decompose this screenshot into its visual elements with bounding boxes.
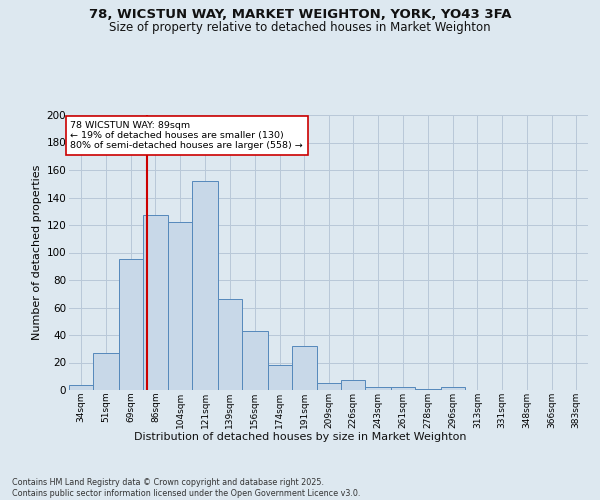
Bar (317, 383, 341, 390)
Bar (69, 384, 93, 390)
Bar (218, 299, 242, 390)
Text: Contains HM Land Registry data © Crown copyright and database right 2025.
Contai: Contains HM Land Registry data © Crown c… (12, 478, 361, 498)
Bar (168, 222, 193, 390)
Bar (93, 353, 119, 390)
Bar (391, 387, 415, 390)
Bar (292, 346, 317, 390)
Bar (440, 387, 464, 390)
Bar (193, 181, 218, 390)
Text: Distribution of detached houses by size in Market Weighton: Distribution of detached houses by size … (134, 432, 466, 442)
Text: Size of property relative to detached houses in Market Weighton: Size of property relative to detached ho… (109, 21, 491, 34)
Bar (365, 387, 391, 390)
Text: 78 WICSTUN WAY: 89sqm
← 19% of detached houses are smaller (130)
80% of semi-det: 78 WICSTUN WAY: 89sqm ← 19% of detached … (70, 120, 303, 150)
Bar (341, 380, 365, 390)
Bar (268, 365, 292, 390)
Text: 78, WICSTUN WAY, MARKET WEIGHTON, YORK, YO43 3FA: 78, WICSTUN WAY, MARKET WEIGHTON, YORK, … (89, 8, 511, 20)
Bar (242, 331, 268, 390)
Bar (415, 388, 440, 390)
Bar (143, 216, 168, 390)
Y-axis label: Number of detached properties: Number of detached properties (32, 165, 43, 340)
Bar (119, 260, 143, 390)
